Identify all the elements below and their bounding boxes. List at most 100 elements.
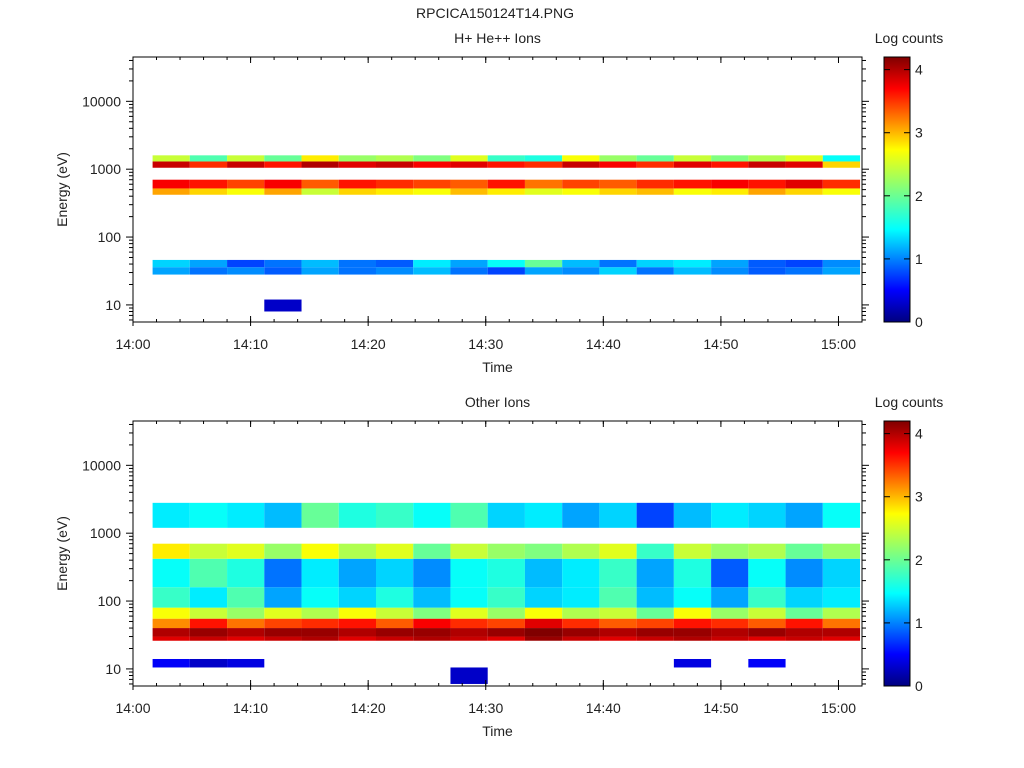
heatmap-cell — [450, 502, 488, 528]
heatmap-cell — [264, 155, 302, 162]
y-tick-label: 1000 — [90, 161, 121, 177]
heatmap-cell — [301, 179, 339, 189]
heatmap-cell — [338, 618, 376, 629]
heatmap-cell — [301, 259, 339, 268]
heatmap-cell — [227, 259, 265, 268]
heatmap-cell — [376, 607, 414, 619]
heatmap-cell — [301, 502, 339, 528]
heatmap-cell — [413, 179, 451, 189]
heatmap-cell — [189, 155, 228, 162]
colorbar-tick-label: 1 — [915, 615, 923, 631]
heatmap-cell — [264, 502, 302, 528]
colorbar-label: Log counts — [875, 30, 944, 46]
heatmap-cell — [189, 161, 228, 168]
heatmap-cell — [562, 558, 600, 588]
heatmap-cell — [673, 259, 712, 268]
x-tick-label: 14:00 — [115, 700, 150, 716]
heatmap-cell — [487, 636, 525, 641]
heatmap-cell — [376, 188, 414, 195]
heatmap-cell — [524, 502, 563, 528]
panel-title: Other Ions — [465, 394, 530, 410]
heatmap-cell — [376, 259, 414, 268]
heatmap-cell — [338, 179, 376, 189]
heatmap-cell — [189, 543, 228, 559]
heatmap-cell — [487, 267, 525, 275]
x-tick-label: 14:50 — [703, 700, 738, 716]
heatmap-cell — [264, 636, 302, 641]
heatmap-cell — [711, 543, 749, 559]
heatmap-cell — [338, 188, 376, 195]
heatmap-cell — [338, 558, 376, 588]
heatmap-cell — [785, 179, 823, 189]
heatmap-cell — [822, 267, 861, 275]
heatmap-cell — [338, 636, 376, 641]
heatmap-cell — [673, 161, 712, 168]
x-tick-label: 14:20 — [351, 336, 386, 352]
heatmap-cell — [301, 155, 339, 162]
heatmap-cell — [711, 628, 749, 637]
heatmap-cell — [413, 543, 451, 559]
heatmap-cell — [152, 658, 190, 668]
x-axis-label: Time — [482, 723, 513, 739]
heatmap-cell — [487, 161, 525, 168]
y-tick-label: 10 — [105, 297, 121, 313]
heatmap-cell — [785, 502, 823, 528]
heatmap-cell — [376, 179, 414, 189]
heatmap-cell — [711, 267, 749, 275]
heatmap-cell — [413, 618, 451, 629]
heatmap-cell — [748, 259, 786, 268]
heatmap-cell — [748, 607, 786, 619]
heatmap-cell — [264, 587, 302, 608]
heatmap-cell — [189, 607, 228, 619]
heatmap-cell — [524, 155, 563, 162]
heatmap-cell — [152, 502, 190, 528]
heatmap-cell — [748, 179, 786, 189]
y-tick-label: 10 — [105, 661, 121, 677]
colorbar-tick-label: 3 — [915, 125, 923, 141]
heatmap-cell — [785, 587, 823, 608]
x-tick-label: 14:20 — [351, 700, 386, 716]
heatmap-cell — [785, 267, 823, 275]
heatmap-cell — [189, 502, 228, 528]
heatmap-cell — [785, 618, 823, 629]
heatmap-cell — [822, 188, 861, 195]
heatmap-cell — [748, 558, 786, 588]
heatmap-cell — [711, 161, 749, 168]
heatmap-cell — [189, 658, 228, 668]
heatmap-cell — [487, 188, 525, 195]
heatmap-cell — [599, 628, 637, 637]
heatmap-cell — [338, 161, 376, 168]
heatmap-cell — [264, 188, 302, 195]
heatmap-cell — [524, 179, 563, 189]
heatmap-cell — [636, 188, 674, 195]
heatmap-cell — [524, 188, 563, 195]
heatmap-cell — [227, 155, 265, 162]
heatmap-cell — [636, 587, 674, 608]
heatmap-cells — [152, 155, 861, 312]
heatmap-cell — [376, 267, 414, 275]
x-axis-label: Time — [482, 359, 513, 375]
panel-title: H+ He++ Ions — [454, 30, 541, 46]
heatmap-cell — [636, 628, 674, 637]
heatmap-cell — [822, 607, 861, 619]
heatmap-cell — [636, 502, 674, 528]
y-tick-label: 1000 — [90, 525, 121, 541]
heatmap-cell — [487, 179, 525, 189]
heatmap-cell — [152, 543, 190, 559]
heatmap-cell — [822, 618, 861, 629]
heatmap-cell — [711, 636, 749, 641]
y-tick-label: 10000 — [82, 457, 121, 473]
heatmap-cell — [673, 502, 712, 528]
heatmap-cell — [152, 558, 190, 588]
x-tick-label: 14:00 — [115, 336, 150, 352]
heatmap-cell — [636, 259, 674, 268]
heatmap-cell — [711, 587, 749, 608]
heatmap-cell — [264, 267, 302, 275]
heatmap-cell — [487, 607, 525, 619]
heatmap-cell — [673, 155, 712, 162]
heatmap-cell — [487, 543, 525, 559]
heatmap-cell — [785, 543, 823, 559]
heatmap-cell — [376, 155, 414, 162]
heatmap-cells — [152, 502, 861, 684]
